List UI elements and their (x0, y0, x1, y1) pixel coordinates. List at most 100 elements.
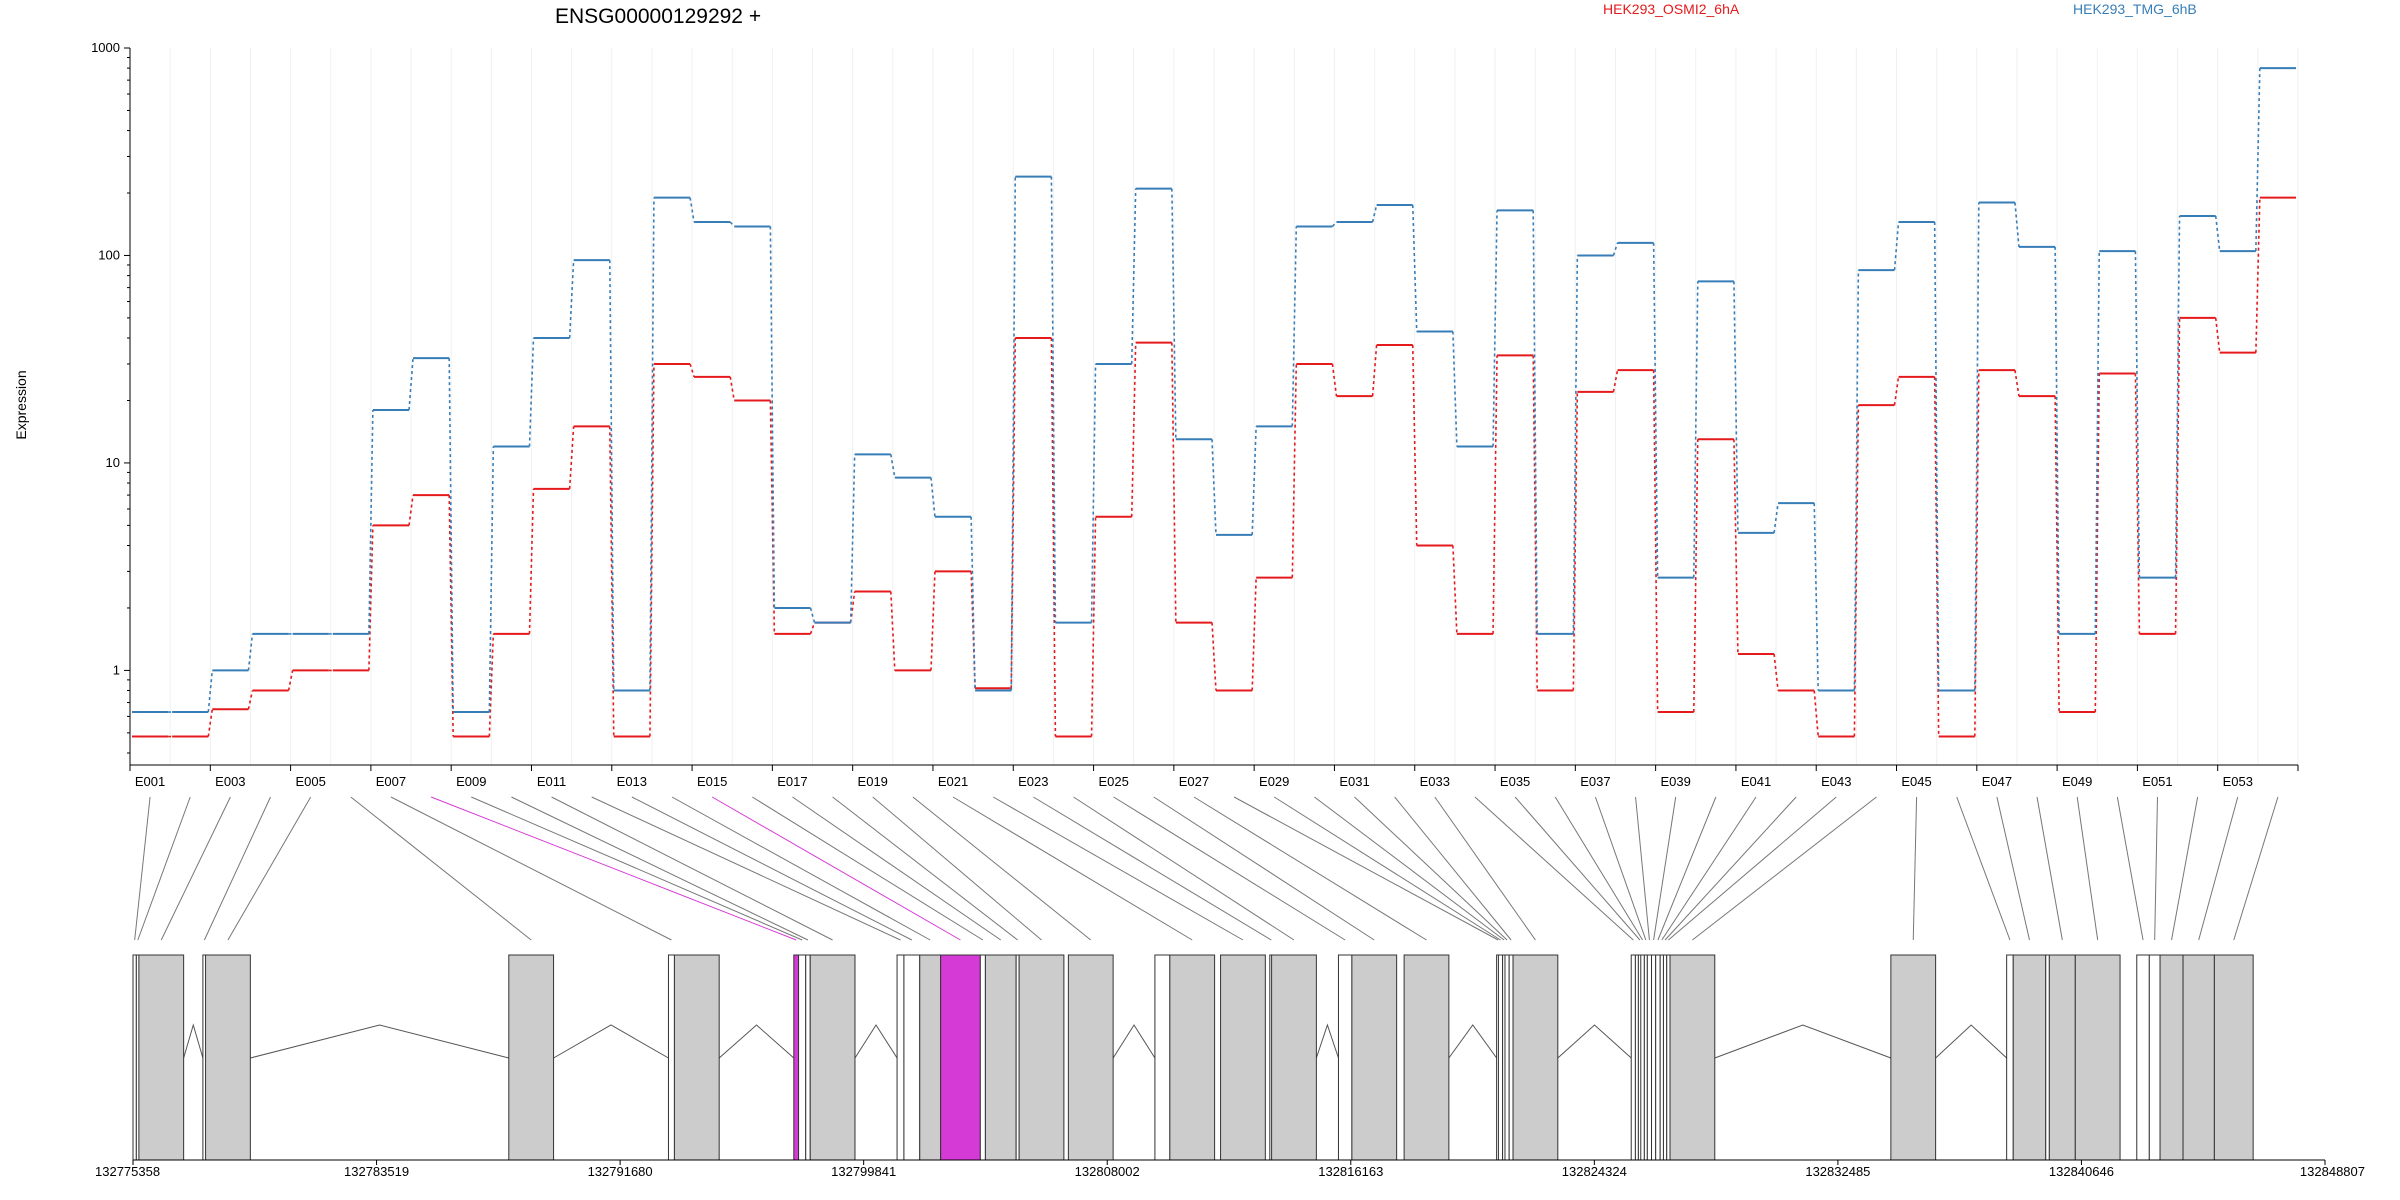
exon-box (1169, 954, 1216, 1161)
intron-line (553, 1024, 669, 1059)
exon-connector (2233, 796, 2279, 941)
exon-connector (1653, 796, 1677, 941)
exon-box (1504, 954, 1510, 1161)
x-tick-label: E051 (2142, 774, 2172, 789)
y-axis: 1 10 100 1000 (91, 40, 131, 765)
exon-box (1890, 954, 1937, 1161)
exon-connector (2116, 796, 2144, 941)
exon-box (896, 954, 905, 1161)
exon-connector (137, 796, 191, 941)
exon-connector (1996, 796, 2030, 941)
exon-box (979, 954, 986, 1161)
exon-box (1220, 954, 1266, 1161)
y-tick-label: 10 (106, 455, 120, 470)
x-tick-label: E027 (1179, 774, 1209, 789)
x-tick-label: E015 (697, 774, 727, 789)
exon-box (984, 954, 1017, 1161)
x-tick-label: E013 (617, 774, 647, 789)
genome-tick-label: 132816163 (1318, 1164, 1383, 1179)
exon-box (2148, 954, 2161, 1161)
x-tick-label: E033 (1420, 774, 1450, 789)
genome-tick-label: 132832485 (1805, 1164, 1870, 1179)
x-tick-label: E043 (1821, 774, 1851, 789)
exon-box (2074, 954, 2121, 1161)
exon-box (798, 954, 807, 1161)
genome-tick-label: 132783519 (344, 1164, 409, 1179)
exon-connector-lines (134, 796, 2279, 941)
exon-box (1351, 954, 1398, 1161)
genome-tick-label: 132775358 (95, 1164, 160, 1179)
exon-box (2012, 954, 2047, 1161)
exon-connector (1314, 796, 1505, 941)
exon-connector (1073, 796, 1295, 941)
exon-connector (1474, 796, 1634, 941)
exon-box (1669, 954, 1716, 1161)
x-tick-label: E041 (1741, 774, 1771, 789)
exon-box (1640, 954, 1645, 1161)
exon-connector (1692, 796, 1877, 941)
exon-box (205, 954, 251, 1161)
exon-connector (671, 796, 931, 941)
x-tick-label: E001 (135, 774, 165, 789)
exon-box (1497, 954, 1504, 1161)
exon-connector (1956, 796, 2011, 941)
exon-connector (511, 796, 809, 941)
exon-box (667, 954, 675, 1161)
series-connector-line (168, 197, 2261, 738)
exon-connector (952, 796, 1193, 941)
exon-connector (1193, 796, 1427, 941)
intron-line (250, 1024, 509, 1059)
y-axis-label: Expression (13, 370, 29, 439)
exon-connector (872, 796, 1042, 941)
exon-box (1655, 954, 1661, 1161)
exon-connector (390, 796, 672, 941)
exon-connector (752, 796, 984, 941)
exon-connector (1113, 796, 1346, 941)
exon-box (1630, 954, 1636, 1161)
chart-title: ENSG00000129292 + (555, 5, 761, 28)
exon-connector (631, 796, 913, 941)
x-tick-label: E049 (2062, 774, 2092, 789)
exon-connector (2076, 796, 2099, 941)
exon-box (2182, 954, 2215, 1161)
intron-line (183, 1023, 204, 1059)
x-tick-label: E025 (1098, 774, 1128, 789)
x-tick-label: E053 (2223, 774, 2253, 789)
exon-connector (1661, 796, 1757, 941)
legend-series-tmg: HEK293_TMG_6hB (2073, 1, 2197, 17)
series-lines (132, 67, 2296, 738)
y-tick-label: 1000 (91, 40, 120, 55)
y-tick-label: 100 (98, 247, 120, 262)
exon-box (1018, 954, 1065, 1161)
exon-box (1646, 954, 1653, 1161)
exon-connector (1434, 796, 1536, 941)
exon-connector (912, 796, 1092, 941)
exon-box (673, 954, 720, 1161)
y-tick-label: 1 (113, 662, 120, 677)
exon-connector (1912, 796, 1918, 941)
exon-connector (134, 796, 151, 941)
exon-connector (1554, 796, 1643, 941)
exon-connector (1657, 796, 1717, 941)
x-tick-label: E047 (1982, 774, 2012, 789)
x-tick-label: E009 (456, 774, 486, 789)
intron-line (1714, 1024, 1892, 1059)
exon-connector (227, 796, 312, 941)
exon-connector (2036, 796, 2063, 941)
gene-model (132, 954, 2254, 1161)
intron-line (854, 1024, 898, 1059)
x-tick-label: E023 (1018, 774, 1048, 789)
exon-box (1651, 954, 1657, 1161)
genome-coordinate-axis: 132775358 132783519 132791680 132799841 1328… (95, 1159, 2365, 1179)
exon-connector (203, 796, 271, 941)
exon-connector (711, 796, 961, 941)
genome-tick-label: 132824324 (1562, 1164, 1627, 1179)
x-tick-label: E031 (1339, 774, 1369, 789)
exon-box (1337, 954, 1353, 1161)
exon-box (2213, 954, 2254, 1161)
exon-box (793, 954, 800, 1161)
exon-connector (992, 796, 1244, 941)
intron-line (718, 1024, 795, 1059)
x-tick-label: E037 (1580, 774, 1610, 789)
genome-tick-label: 132808002 (1075, 1164, 1140, 1179)
